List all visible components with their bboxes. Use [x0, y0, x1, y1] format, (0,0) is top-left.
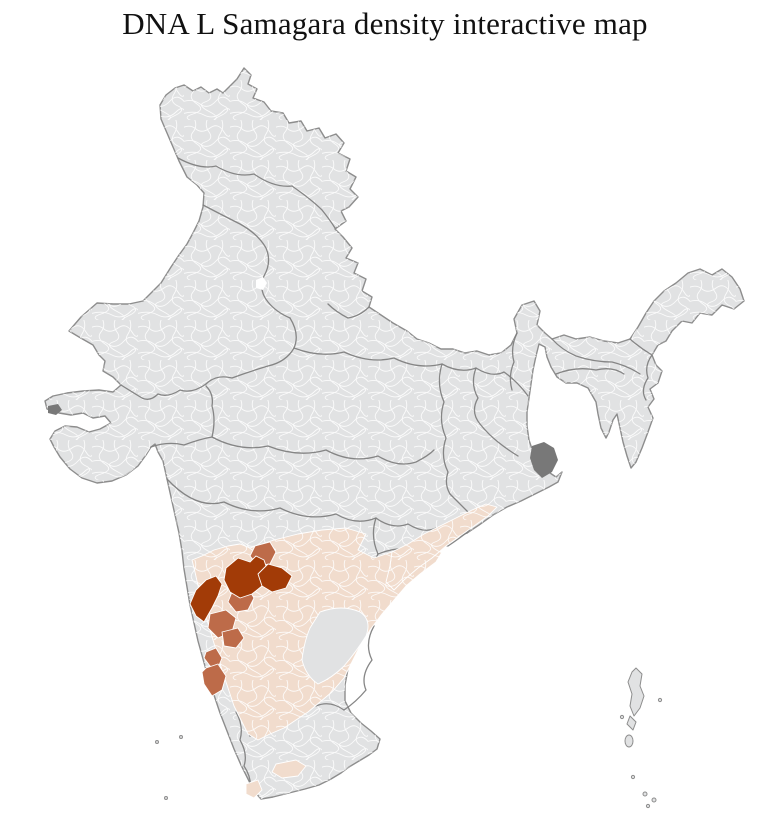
district-high-1[interactable]: [189, 575, 223, 623]
island-dot-3[interactable]: [630, 774, 636, 780]
andaman-main-island[interactable]: [627, 667, 645, 717]
nicobar-dot-1[interactable]: [642, 791, 648, 797]
andaman-island-2[interactable]: [626, 715, 637, 731]
lakshadweep-dot-3[interactable]: [164, 796, 168, 800]
state-borders: [120, 157, 653, 791]
district-mid-4[interactable]: [221, 627, 245, 649]
no-data-districts[interactable]: [48, 404, 558, 478]
nicobar-dot-2[interactable]: [651, 797, 657, 803]
page-title: DNA L Samagara density interactive map: [122, 6, 648, 41]
district-low-tamilnadu[interactable]: [271, 759, 307, 779]
island-dot-2[interactable]: [619, 714, 625, 720]
district-pocket-gray[interactable]: [301, 607, 369, 685]
nicobar-dot-3[interactable]: [645, 803, 651, 809]
high-density-districts[interactable]: [189, 555, 293, 623]
island-dot-1[interactable]: [657, 697, 663, 703]
district-low-kerala[interactable]: [245, 779, 263, 799]
district-high-3[interactable]: [257, 563, 293, 593]
medium-density-districts[interactable]: [201, 541, 277, 697]
lakshadweep-islands[interactable]: [155, 735, 183, 800]
lakshadweep-dot-1[interactable]: [155, 740, 159, 744]
district-dark-sundarbans[interactable]: [530, 442, 558, 478]
district-white-delhi[interactable]: [256, 277, 267, 290]
lakshadweep-dot-2[interactable]: [179, 735, 183, 739]
andaman-nicobar-islands[interactable]: [619, 667, 663, 809]
district-mid-6[interactable]: [201, 663, 227, 697]
district-dark-kutch-islet[interactable]: [48, 404, 62, 415]
andaman-island-3[interactable]: [624, 734, 634, 748]
low-density-region[interactable]: [191, 503, 498, 799]
